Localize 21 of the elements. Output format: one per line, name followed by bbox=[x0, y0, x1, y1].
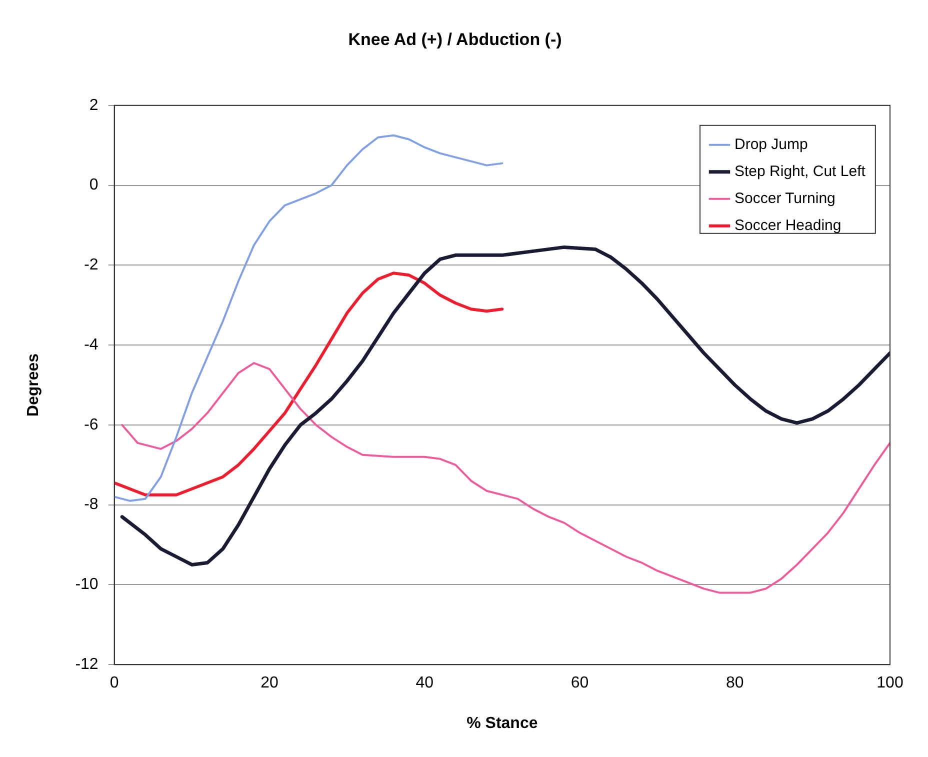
chart-title: Knee Ad (+) / Abduction (-) bbox=[348, 30, 562, 49]
y-tick-label: -12 bbox=[75, 656, 98, 674]
legend-label: Soccer Heading bbox=[734, 217, 842, 234]
x-tick-label: 20 bbox=[260, 674, 278, 692]
x-tick-label: 60 bbox=[570, 674, 589, 692]
legend-label: Drop Jump bbox=[734, 136, 808, 154]
y-tick-label: -4 bbox=[84, 336, 98, 354]
x-tick-label: 80 bbox=[726, 674, 744, 692]
y-tick-label: -2 bbox=[84, 256, 98, 274]
legend-label: Soccer Turning bbox=[734, 190, 836, 208]
x-axis-title: % Stance bbox=[466, 714, 538, 732]
x-tick-label: 40 bbox=[416, 674, 434, 692]
x-tick-label: 0 bbox=[110, 674, 119, 692]
y-tick-label: 2 bbox=[89, 96, 98, 114]
y-tick-label: 0 bbox=[89, 176, 98, 194]
legend-label: Step Right, Cut Left bbox=[734, 163, 866, 180]
y-tick-label: -6 bbox=[84, 416, 98, 434]
y-axis-title: Degrees bbox=[25, 353, 42, 417]
y-tick-label: -10 bbox=[75, 576, 98, 594]
x-tick-label: 100 bbox=[876, 674, 904, 692]
y-tick-label: -8 bbox=[84, 496, 98, 514]
